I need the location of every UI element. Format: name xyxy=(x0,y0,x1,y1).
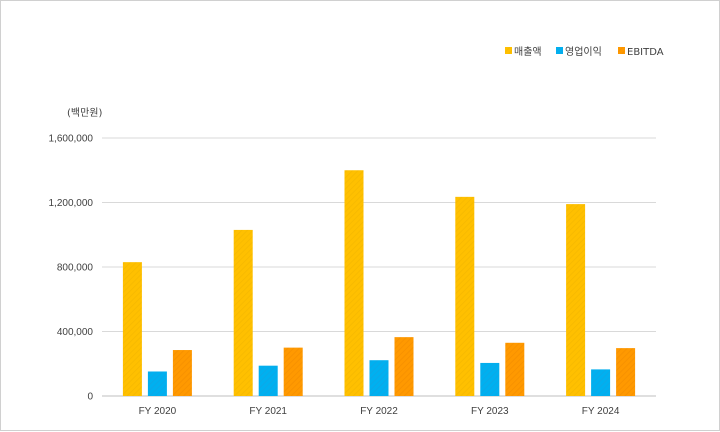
y-unit-label: (백만원) xyxy=(67,107,103,119)
bar-operating-profit-3 xyxy=(480,362,500,396)
legend-label-ebitda: EBITDA xyxy=(627,47,664,58)
legend-swatch-ebitda xyxy=(618,47,625,54)
bar-ebitda-2 xyxy=(394,337,414,396)
bar-sales-2 xyxy=(344,170,364,396)
y-tick-label: 1,200,000 xyxy=(49,198,94,209)
bar-operating-profit-2 xyxy=(369,360,389,396)
bar-ebitda-4 xyxy=(616,348,636,396)
bar-sales-4 xyxy=(566,204,586,396)
bar-operating-profit-0 xyxy=(147,371,167,396)
x-tick-label: FY 2023 xyxy=(471,406,509,417)
bar-ebitda-0 xyxy=(172,350,192,396)
x-tick-label: FY 2020 xyxy=(139,406,177,417)
gridlines xyxy=(102,137,656,397)
x-tick-label: FY 2021 xyxy=(249,406,287,417)
bar-sales-1 xyxy=(233,229,253,396)
bars xyxy=(122,170,636,396)
legend-label-operating-profit: 영업이익 xyxy=(565,45,602,58)
y-tick-labels: 0 400,000 800,000 1,200,000 1,600,000 xyxy=(49,134,94,403)
bar-sales-0 xyxy=(122,262,142,396)
y-tick-label: 800,000 xyxy=(57,263,94,274)
legend: 매출액 영업이익 EBITDA xyxy=(505,45,664,58)
y-tick-label: 400,000 xyxy=(57,327,94,338)
bar-ebitda-3 xyxy=(505,342,525,396)
legend-label-sales: 매출액 xyxy=(514,46,542,58)
bar-operating-profit-4 xyxy=(591,369,611,396)
legend-swatch-sales xyxy=(505,47,512,54)
x-tick-label: FY 2024 xyxy=(582,406,620,417)
bar-operating-profit-1 xyxy=(258,365,278,396)
x-tick-labels: FY 2020 FY 2021 FY 2022 FY 2023 FY 2024 xyxy=(139,406,620,417)
x-tick-label: FY 2022 xyxy=(360,406,398,417)
legend-swatch-operating-profit xyxy=(556,47,563,54)
bar-ebitda-1 xyxy=(283,347,303,396)
bar-sales-3 xyxy=(455,196,475,396)
y-tick-label: 1,600,000 xyxy=(49,134,94,145)
y-tick-label: 0 xyxy=(87,392,93,403)
